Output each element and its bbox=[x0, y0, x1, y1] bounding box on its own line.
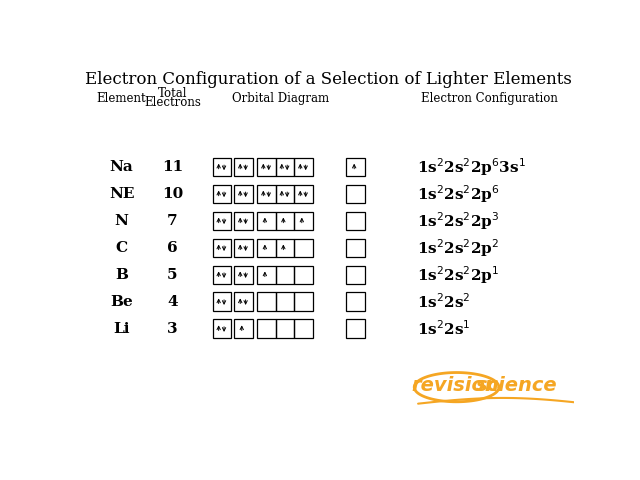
Bar bbox=[276, 158, 294, 176]
Text: 10: 10 bbox=[162, 187, 183, 201]
Text: 1s$^{2}$2s$^{2}$2p$^{3}$: 1s$^{2}$2s$^{2}$2p$^{3}$ bbox=[417, 210, 499, 232]
Bar bbox=[346, 292, 365, 311]
Bar bbox=[257, 158, 276, 176]
Bar bbox=[276, 239, 294, 257]
Bar bbox=[257, 292, 276, 311]
Bar bbox=[212, 292, 231, 311]
Bar bbox=[294, 292, 312, 311]
Bar bbox=[346, 319, 365, 338]
Text: NE: NE bbox=[109, 187, 134, 201]
Text: 1s$^{2}$2s$^{2}$2p$^{6}$: 1s$^{2}$2s$^{2}$2p$^{6}$ bbox=[417, 183, 499, 205]
Bar bbox=[276, 212, 294, 230]
Bar bbox=[346, 158, 365, 176]
Text: science: science bbox=[476, 376, 557, 395]
Bar bbox=[234, 185, 253, 203]
Text: 6: 6 bbox=[167, 241, 178, 255]
Text: 11: 11 bbox=[162, 160, 183, 174]
Bar bbox=[276, 292, 294, 311]
Bar bbox=[346, 265, 365, 284]
Text: B: B bbox=[115, 268, 128, 282]
Text: 1s$^{2}$2s$^{2}$2p$^{2}$: 1s$^{2}$2s$^{2}$2p$^{2}$ bbox=[417, 237, 499, 259]
Text: 1s$^{2}$2s$^{2}$2p$^{1}$: 1s$^{2}$2s$^{2}$2p$^{1}$ bbox=[417, 264, 499, 286]
Bar bbox=[276, 319, 294, 338]
Text: C: C bbox=[116, 241, 128, 255]
Text: Total: Total bbox=[157, 87, 188, 100]
Text: 1s$^{2}$2s$^{2}$2p$^{6}$3s$^{1}$: 1s$^{2}$2s$^{2}$2p$^{6}$3s$^{1}$ bbox=[417, 156, 525, 178]
Text: revision: revision bbox=[411, 376, 499, 395]
Bar bbox=[294, 212, 312, 230]
Bar bbox=[212, 158, 231, 176]
Text: Be: Be bbox=[110, 295, 133, 309]
Text: Electrons: Electrons bbox=[144, 96, 201, 109]
Bar bbox=[294, 265, 312, 284]
Text: Electron Configuration: Electron Configuration bbox=[421, 92, 558, 105]
Text: Na: Na bbox=[110, 160, 134, 174]
Bar bbox=[346, 212, 365, 230]
Bar bbox=[346, 239, 365, 257]
Bar bbox=[257, 212, 276, 230]
Bar bbox=[212, 212, 231, 230]
Bar bbox=[234, 239, 253, 257]
Bar bbox=[294, 158, 312, 176]
Text: 4: 4 bbox=[167, 295, 178, 309]
Bar bbox=[212, 319, 231, 338]
Text: 1s$^{2}$2s$^{2}$: 1s$^{2}$2s$^{2}$ bbox=[417, 292, 470, 311]
Text: Orbital Diagram: Orbital Diagram bbox=[232, 92, 329, 105]
Text: Electron Configuration of a Selection of Lighter Elements: Electron Configuration of a Selection of… bbox=[84, 72, 572, 88]
Bar bbox=[294, 319, 312, 338]
Bar bbox=[257, 185, 276, 203]
Bar bbox=[212, 185, 231, 203]
Bar bbox=[294, 239, 312, 257]
Bar bbox=[257, 319, 276, 338]
Text: 3: 3 bbox=[167, 322, 178, 336]
Text: N: N bbox=[115, 214, 129, 228]
Text: 5: 5 bbox=[167, 268, 178, 282]
Bar bbox=[234, 319, 253, 338]
Bar bbox=[234, 265, 253, 284]
Text: 1s$^{2}$2s$^{1}$: 1s$^{2}$2s$^{1}$ bbox=[417, 319, 470, 338]
Bar bbox=[346, 185, 365, 203]
Bar bbox=[212, 239, 231, 257]
Text: Li: Li bbox=[113, 322, 130, 336]
Bar bbox=[294, 185, 312, 203]
Bar bbox=[234, 292, 253, 311]
Bar bbox=[257, 239, 276, 257]
Text: Element: Element bbox=[97, 92, 147, 105]
Bar bbox=[276, 185, 294, 203]
Bar bbox=[234, 212, 253, 230]
Bar bbox=[257, 265, 276, 284]
Text: 7: 7 bbox=[167, 214, 178, 228]
Bar bbox=[234, 158, 253, 176]
Bar bbox=[212, 265, 231, 284]
Bar bbox=[276, 265, 294, 284]
